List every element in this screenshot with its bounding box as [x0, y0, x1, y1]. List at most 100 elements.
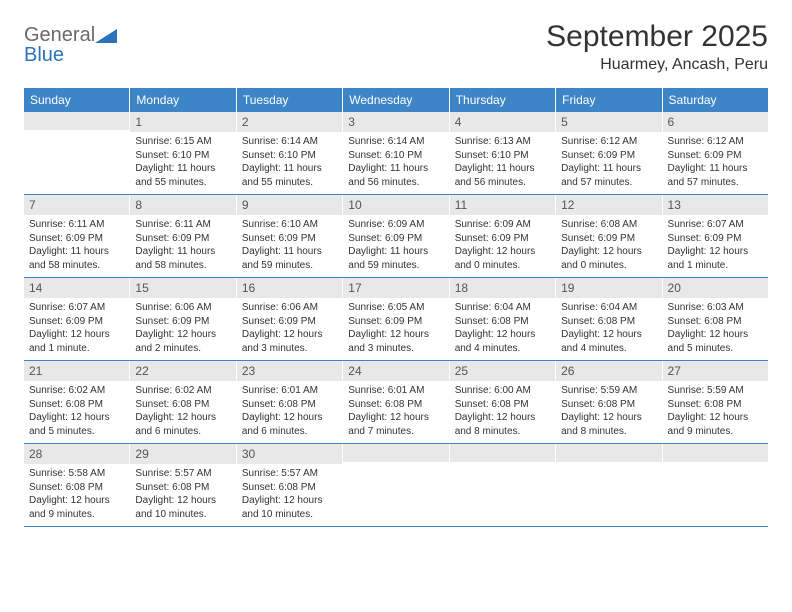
month-title: September 2025 [546, 20, 768, 54]
day-cell: 13Sunrise: 6:07 AMSunset: 6:09 PMDayligh… [663, 195, 768, 277]
day-body: Sunrise: 6:08 AMSunset: 6:09 PMDaylight:… [556, 215, 661, 277]
sunrise-text: Sunrise: 5:59 AM [561, 384, 656, 398]
day-number: 16 [237, 278, 342, 298]
day-header-tuesday: Tuesday [237, 88, 343, 112]
sunset-text: Sunset: 6:09 PM [135, 232, 230, 246]
sunrise-text: Sunrise: 6:06 AM [242, 301, 337, 315]
sunset-text: Sunset: 6:10 PM [242, 149, 337, 163]
sunrise-text: Sunrise: 6:01 AM [242, 384, 337, 398]
sunset-text: Sunset: 6:08 PM [348, 398, 443, 412]
day-body: Sunrise: 6:01 AMSunset: 6:08 PMDaylight:… [343, 381, 448, 443]
calendar: Sunday Monday Tuesday Wednesday Thursday… [24, 88, 768, 527]
day-cell: 7Sunrise: 6:11 AMSunset: 6:09 PMDaylight… [24, 195, 130, 277]
sunset-text: Sunset: 6:08 PM [455, 398, 550, 412]
day-number [663, 444, 768, 462]
week-row: 21Sunrise: 6:02 AMSunset: 6:08 PMDayligh… [24, 361, 768, 444]
header: General Blue September 2025 Huarmey, Anc… [24, 20, 768, 74]
sunset-text: Sunset: 6:09 PM [29, 232, 124, 246]
day-cell [24, 112, 130, 194]
sunset-text: Sunset: 6:09 PM [561, 149, 656, 163]
day-body: Sunrise: 6:06 AMSunset: 6:09 PMDaylight:… [237, 298, 342, 360]
day-cell: 27Sunrise: 5:59 AMSunset: 6:08 PMDayligh… [663, 361, 768, 443]
day-number [450, 444, 555, 462]
day-body: Sunrise: 6:14 AMSunset: 6:10 PMDaylight:… [237, 132, 342, 194]
day-cell [556, 444, 662, 526]
sunrise-text: Sunrise: 6:12 AM [561, 135, 656, 149]
logo-triangle-icon [95, 28, 117, 46]
sunset-text: Sunset: 6:09 PM [29, 315, 124, 329]
daylight-text: Daylight: 11 hours and 57 minutes. [561, 162, 656, 189]
sunset-text: Sunset: 6:08 PM [668, 315, 763, 329]
daylight-text: Daylight: 12 hours and 2 minutes. [135, 328, 230, 355]
daylight-text: Daylight: 12 hours and 6 minutes. [242, 411, 337, 438]
day-header-wednesday: Wednesday [343, 88, 449, 112]
sunrise-text: Sunrise: 6:02 AM [135, 384, 230, 398]
day-body: Sunrise: 6:12 AMSunset: 6:09 PMDaylight:… [556, 132, 661, 194]
sunrise-text: Sunrise: 6:04 AM [561, 301, 656, 315]
day-cell: 16Sunrise: 6:06 AMSunset: 6:09 PMDayligh… [237, 278, 343, 360]
weeks-container: 1Sunrise: 6:15 AMSunset: 6:10 PMDaylight… [24, 112, 768, 527]
day-cell: 11Sunrise: 6:09 AMSunset: 6:09 PMDayligh… [450, 195, 556, 277]
sunset-text: Sunset: 6:08 PM [242, 481, 337, 495]
day-cell: 1Sunrise: 6:15 AMSunset: 6:10 PMDaylight… [130, 112, 236, 194]
day-number [343, 444, 448, 462]
day-body: Sunrise: 6:07 AMSunset: 6:09 PMDaylight:… [24, 298, 129, 360]
day-number: 12 [556, 195, 661, 215]
sunset-text: Sunset: 6:09 PM [348, 232, 443, 246]
sunrise-text: Sunrise: 6:14 AM [242, 135, 337, 149]
logo-blue: Blue [24, 44, 64, 66]
daylight-text: Daylight: 11 hours and 56 minutes. [455, 162, 550, 189]
sunset-text: Sunset: 6:08 PM [29, 398, 124, 412]
sunset-text: Sunset: 6:09 PM [668, 149, 763, 163]
day-header-friday: Friday [556, 88, 662, 112]
daylight-text: Daylight: 12 hours and 8 minutes. [455, 411, 550, 438]
day-body: Sunrise: 6:03 AMSunset: 6:08 PMDaylight:… [663, 298, 768, 360]
day-cell: 30Sunrise: 5:57 AMSunset: 6:08 PMDayligh… [237, 444, 343, 526]
day-cell: 10Sunrise: 6:09 AMSunset: 6:09 PMDayligh… [343, 195, 449, 277]
daylight-text: Daylight: 12 hours and 8 minutes. [561, 411, 656, 438]
daylight-text: Daylight: 12 hours and 1 minute. [29, 328, 124, 355]
day-number: 24 [343, 361, 448, 381]
day-body: Sunrise: 6:00 AMSunset: 6:08 PMDaylight:… [450, 381, 555, 443]
day-body: Sunrise: 6:09 AMSunset: 6:09 PMDaylight:… [343, 215, 448, 277]
daylight-text: Daylight: 11 hours and 58 minutes. [29, 245, 124, 272]
day-number: 30 [237, 444, 342, 464]
day-body: Sunrise: 6:10 AMSunset: 6:09 PMDaylight:… [237, 215, 342, 277]
daylight-text: Daylight: 11 hours and 59 minutes. [242, 245, 337, 272]
day-body: Sunrise: 6:05 AMSunset: 6:09 PMDaylight:… [343, 298, 448, 360]
daylight-text: Daylight: 12 hours and 4 minutes. [455, 328, 550, 355]
day-body: Sunrise: 6:12 AMSunset: 6:09 PMDaylight:… [663, 132, 768, 194]
day-cell [343, 444, 449, 526]
sunset-text: Sunset: 6:08 PM [561, 315, 656, 329]
sunrise-text: Sunrise: 6:00 AM [455, 384, 550, 398]
day-cell: 21Sunrise: 6:02 AMSunset: 6:08 PMDayligh… [24, 361, 130, 443]
sunset-text: Sunset: 6:08 PM [135, 481, 230, 495]
calendar-page: General Blue September 2025 Huarmey, Anc… [0, 0, 792, 547]
daylight-text: Daylight: 12 hours and 4 minutes. [561, 328, 656, 355]
day-cell: 4Sunrise: 6:13 AMSunset: 6:10 PMDaylight… [450, 112, 556, 194]
daylight-text: Daylight: 12 hours and 10 minutes. [242, 494, 337, 521]
day-cell: 26Sunrise: 5:59 AMSunset: 6:08 PMDayligh… [556, 361, 662, 443]
sunrise-text: Sunrise: 6:07 AM [668, 218, 763, 232]
day-body: Sunrise: 6:11 AMSunset: 6:09 PMDaylight:… [130, 215, 235, 277]
day-body: Sunrise: 5:59 AMSunset: 6:08 PMDaylight:… [556, 381, 661, 443]
day-body: Sunrise: 6:04 AMSunset: 6:08 PMDaylight:… [556, 298, 661, 360]
sunset-text: Sunset: 6:09 PM [348, 315, 443, 329]
day-number: 7 [24, 195, 129, 215]
day-number: 2 [237, 112, 342, 132]
day-cell [450, 444, 556, 526]
sunrise-text: Sunrise: 6:15 AM [135, 135, 230, 149]
day-body: Sunrise: 6:02 AMSunset: 6:08 PMDaylight:… [24, 381, 129, 443]
day-cell: 18Sunrise: 6:04 AMSunset: 6:08 PMDayligh… [450, 278, 556, 360]
day-number: 29 [130, 444, 235, 464]
daylight-text: Daylight: 12 hours and 5 minutes. [29, 411, 124, 438]
daylight-text: Daylight: 12 hours and 0 minutes. [561, 245, 656, 272]
week-row: 7Sunrise: 6:11 AMSunset: 6:09 PMDaylight… [24, 195, 768, 278]
sunrise-text: Sunrise: 5:59 AM [668, 384, 763, 398]
day-number: 4 [450, 112, 555, 132]
sunset-text: Sunset: 6:08 PM [455, 315, 550, 329]
day-cell: 22Sunrise: 6:02 AMSunset: 6:08 PMDayligh… [130, 361, 236, 443]
day-number: 5 [556, 112, 661, 132]
week-row: 14Sunrise: 6:07 AMSunset: 6:09 PMDayligh… [24, 278, 768, 361]
day-body: Sunrise: 6:14 AMSunset: 6:10 PMDaylight:… [343, 132, 448, 194]
